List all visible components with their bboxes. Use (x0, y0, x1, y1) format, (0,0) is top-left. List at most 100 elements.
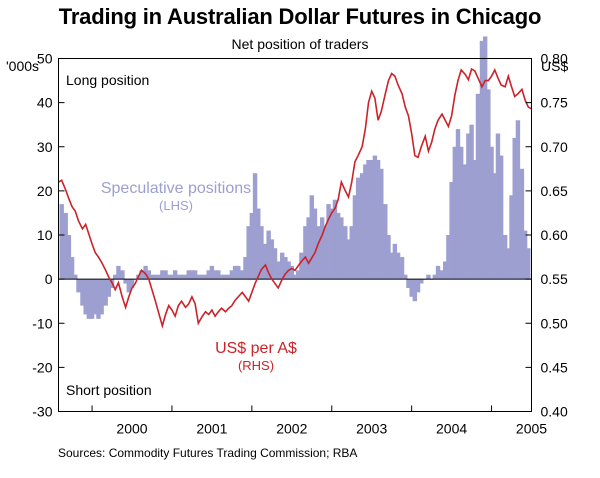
spec-bar (352, 195, 358, 280)
right-tick-label: 0.50 (541, 315, 568, 331)
spec-bar (252, 173, 258, 280)
spec-bar (276, 261, 281, 280)
spec-bar (116, 265, 121, 280)
spec-bar (466, 133, 471, 280)
spec-bar (355, 177, 361, 280)
speculative-label: Speculative positions (101, 180, 251, 197)
spec-bar (216, 270, 221, 280)
spec-bar (495, 133, 501, 280)
spec-bar (149, 274, 155, 280)
right-tick-label: 0.45 (541, 359, 568, 375)
spec-bar (326, 204, 331, 280)
spec-bar (389, 252, 394, 280)
spec-bar (315, 226, 321, 280)
spec-bar (346, 239, 351, 280)
right-tick-label: 0.75 (541, 95, 568, 111)
spec-bar (240, 270, 245, 280)
spec-bar (146, 270, 151, 280)
spec-bar (372, 155, 378, 280)
spec-bar (519, 168, 525, 280)
spec-bar (469, 124, 474, 280)
spec-bar (399, 257, 405, 280)
spec-bar (498, 155, 504, 280)
spec-bar (209, 265, 215, 280)
spec-bar (426, 274, 431, 280)
spec-bar (502, 235, 508, 280)
spec-bar (179, 274, 184, 280)
spec-bar (335, 212, 341, 280)
spec-bar (479, 40, 485, 280)
spec-bar (96, 279, 101, 319)
spec-bar (299, 252, 304, 280)
x-tick-label: 2002 (276, 421, 307, 437)
spec-bar (203, 274, 208, 280)
spec-bar (59, 204, 64, 280)
left-tick-label: -20 (32, 359, 52, 375)
spec-bar (219, 274, 224, 280)
x-tick-label: 2005 (516, 421, 547, 437)
spec-bar (73, 274, 78, 280)
spec-bar (458, 146, 464, 280)
spec-bar (509, 195, 514, 280)
spec-bar (339, 217, 344, 280)
spec-bar (309, 195, 314, 280)
spec-bar (106, 279, 112, 297)
spec-bar (409, 279, 414, 297)
spec-bar (359, 173, 365, 280)
spec-bar (363, 164, 368, 280)
speculative-side-label: (LHS) (159, 198, 193, 213)
x-tick-label: 2001 (196, 421, 227, 437)
spec-bar (526, 248, 531, 280)
fx-label: US$ per A$ (215, 340, 297, 357)
spec-bar (200, 274, 205, 280)
left-axis-unit: '000s (6, 58, 39, 74)
chart-title: Trading in Australian Dollar Futures in … (58, 4, 542, 29)
right-tick-label: 0.65 (541, 183, 568, 199)
x-tick-label: 2004 (436, 421, 467, 437)
spec-bar (183, 274, 188, 280)
x-tick-label: 2003 (356, 421, 387, 437)
spec-bar (232, 265, 238, 280)
left-tick-label: 50 (37, 51, 53, 67)
right-tick-label: 0.40 (541, 404, 568, 420)
spec-bar (63, 212, 68, 280)
spec-bar (406, 279, 411, 288)
spec-bar (375, 159, 381, 280)
spec-bar (432, 274, 438, 280)
spec-bar (343, 226, 348, 280)
spec-bar (152, 274, 158, 280)
spec-bar (482, 36, 488, 280)
spec-bar (206, 270, 211, 280)
spec-bar (113, 274, 118, 280)
spec-bar (246, 226, 251, 280)
right-tick-label: 0.55 (541, 271, 568, 287)
spec-bar (449, 182, 454, 280)
spec-bar (472, 159, 477, 280)
spec-bar (212, 270, 218, 280)
spec-bar (86, 279, 92, 319)
spec-bar (160, 270, 165, 280)
spec-bar (80, 279, 85, 306)
spec-bar (169, 274, 175, 280)
spec-bar (512, 137, 517, 280)
spec-bar (93, 279, 98, 315)
spec-bar (126, 279, 132, 293)
spec-bar (99, 279, 104, 315)
spec-bar (475, 93, 481, 280)
left-tick-label: 40 (37, 95, 53, 111)
spec-bar (296, 270, 301, 280)
spec-bar (323, 226, 328, 280)
spec-bar (76, 279, 81, 293)
spec-bar (289, 265, 294, 280)
spec-bar (83, 279, 88, 315)
axis-ticks: 50 40 30 20 10 0 -10 -20 -30 0.80 0.75 0.70 0.65 0.60… (32, 51, 568, 437)
right-tick-label: 0.70 (541, 139, 568, 155)
spec-bar (192, 270, 198, 280)
right-tick-label: 0.80 (541, 51, 568, 67)
spec-bar (492, 173, 497, 280)
fx-side-label: (RHS) (238, 358, 274, 373)
source-note: Sources: Commodity Futures Trading Commi… (58, 446, 358, 460)
spec-bar (189, 270, 195, 280)
spec-bar (306, 217, 311, 280)
spec-bar (259, 226, 264, 280)
